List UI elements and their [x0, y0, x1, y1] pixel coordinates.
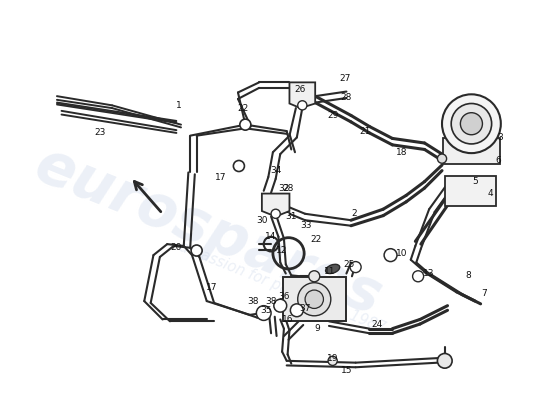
Text: 7: 7 [481, 289, 487, 298]
Circle shape [437, 154, 447, 163]
Circle shape [274, 299, 287, 312]
Circle shape [350, 262, 361, 273]
Text: a passion for parts since 1987: a passion for parts since 1987 [177, 239, 387, 336]
Text: 17: 17 [206, 283, 217, 292]
Text: 36: 36 [278, 292, 290, 301]
Circle shape [460, 113, 482, 135]
Circle shape [233, 160, 244, 172]
Circle shape [309, 271, 320, 282]
Circle shape [256, 306, 271, 320]
Text: 22: 22 [237, 104, 248, 112]
Circle shape [437, 354, 452, 368]
Text: 34: 34 [270, 166, 282, 175]
Text: 33: 33 [300, 221, 312, 230]
Polygon shape [289, 82, 315, 108]
Bar [443, 138, 500, 164]
Text: 37: 37 [299, 304, 311, 313]
Text: 1: 1 [177, 101, 182, 110]
Text: 31: 31 [285, 212, 297, 221]
Text: 28: 28 [341, 92, 352, 102]
Text: 28: 28 [283, 184, 294, 194]
Circle shape [271, 209, 280, 218]
Circle shape [305, 290, 323, 308]
Circle shape [240, 119, 251, 130]
Text: 6: 6 [495, 156, 501, 165]
Text: 13: 13 [424, 269, 435, 278]
Text: 17: 17 [214, 172, 226, 182]
Text: 26: 26 [295, 85, 306, 94]
Text: 38: 38 [247, 296, 258, 306]
Text: 16: 16 [282, 315, 293, 324]
Text: 5: 5 [472, 177, 478, 186]
Circle shape [328, 356, 337, 366]
Text: 8: 8 [466, 271, 471, 280]
Text: 10: 10 [396, 249, 408, 258]
Text: 3: 3 [497, 133, 503, 142]
Circle shape [290, 304, 303, 317]
Text: 2: 2 [351, 209, 356, 218]
Text: 23: 23 [95, 128, 106, 138]
Text: 15: 15 [340, 366, 352, 374]
Circle shape [191, 245, 202, 256]
Text: 35: 35 [260, 306, 271, 315]
Text: 27: 27 [339, 74, 350, 83]
Bar [445, 176, 496, 206]
Text: 29: 29 [327, 111, 338, 120]
Text: 14: 14 [266, 232, 277, 241]
Bar [283, 277, 345, 321]
Ellipse shape [326, 264, 340, 274]
Text: 32: 32 [278, 184, 290, 194]
Text: 18: 18 [396, 148, 408, 157]
Polygon shape [262, 194, 289, 216]
Text: 21: 21 [359, 126, 371, 136]
Text: 38: 38 [265, 296, 277, 306]
Text: 4: 4 [488, 189, 493, 198]
Circle shape [442, 94, 501, 153]
Text: 30: 30 [256, 216, 268, 225]
Text: 11: 11 [324, 267, 336, 276]
Text: 12: 12 [277, 246, 288, 255]
Circle shape [451, 104, 492, 144]
Text: 24: 24 [371, 320, 382, 328]
Text: 25: 25 [344, 260, 355, 269]
Circle shape [384, 249, 397, 262]
Circle shape [412, 271, 424, 282]
Circle shape [298, 283, 331, 316]
Text: 20: 20 [170, 243, 182, 252]
Text: 22: 22 [311, 235, 322, 244]
Text: eurospares: eurospares [27, 137, 390, 328]
Text: 9: 9 [314, 324, 320, 333]
Text: 19: 19 [327, 354, 338, 362]
Circle shape [298, 101, 307, 110]
